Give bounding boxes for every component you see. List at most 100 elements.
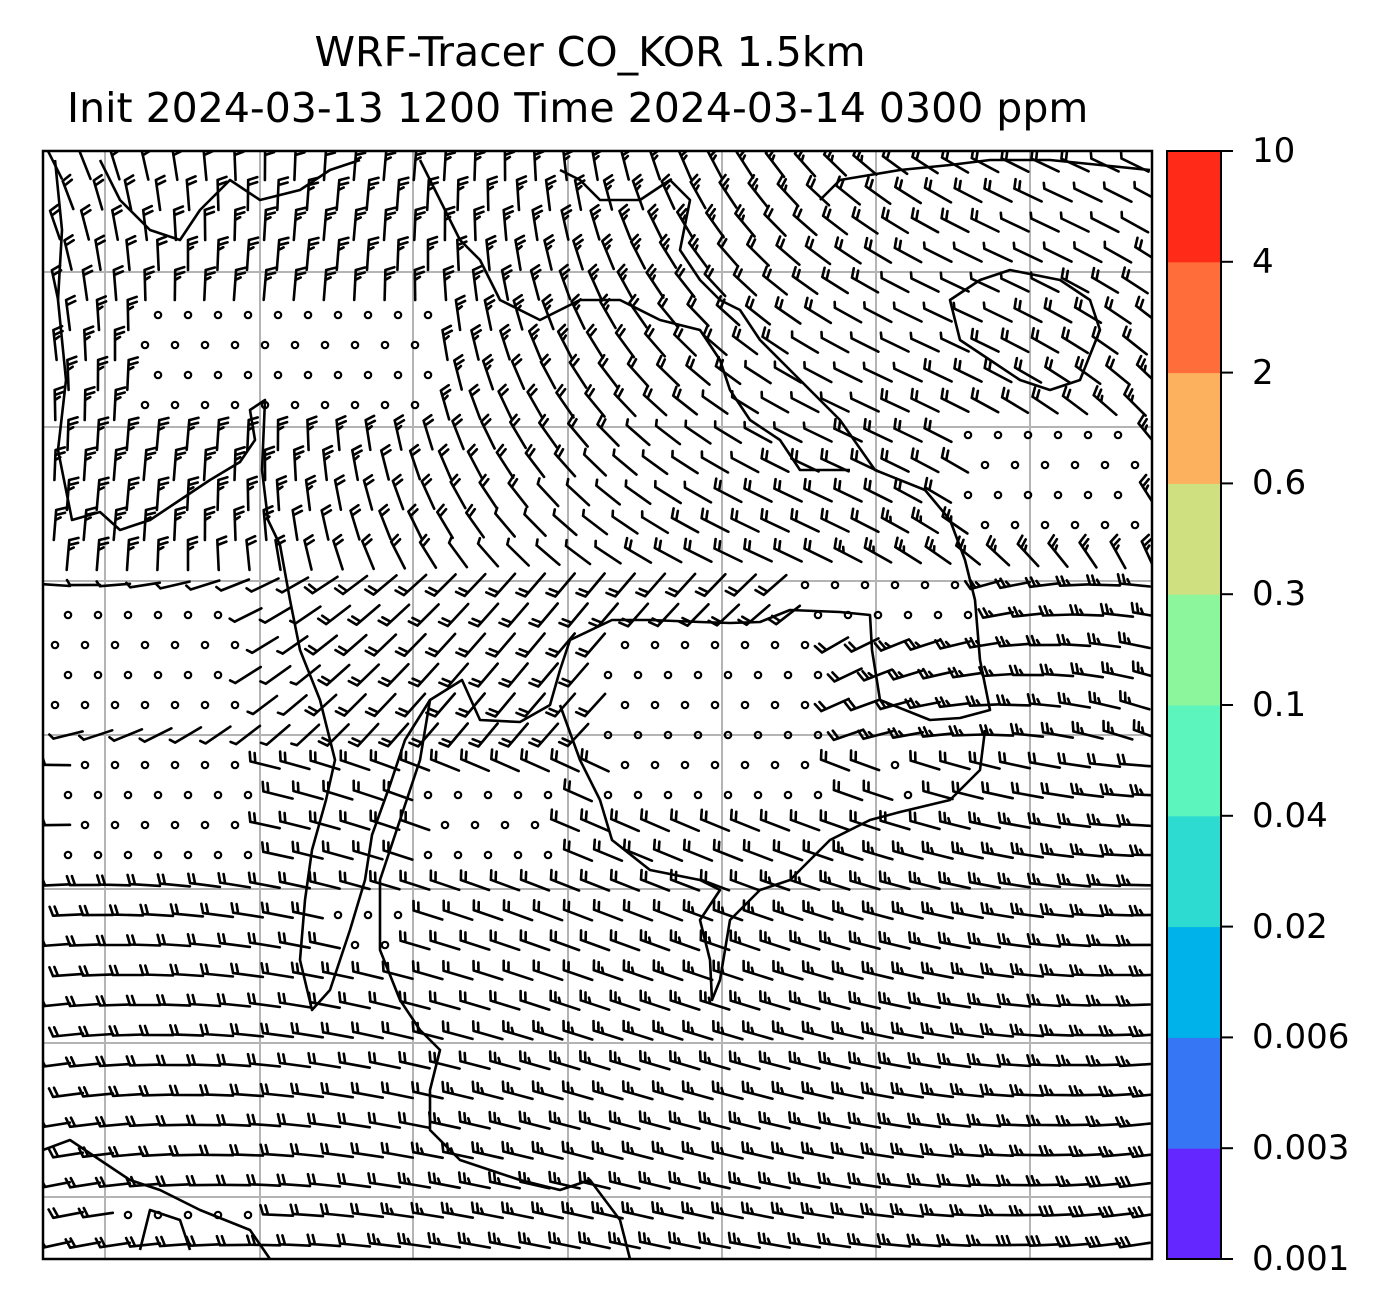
wind-barb: [683, 537, 713, 563]
wind-barb: [934, 638, 971, 650]
wind-barb: [941, 506, 969, 535]
wind-barb: [591, 151, 603, 182]
wind-barb: [1115, 874, 1152, 887]
wind-barb: [891, 900, 924, 920]
wind-barb: [185, 1174, 222, 1187]
wind-barb: [1024, 576, 1062, 589]
wind-barb: [651, 1140, 684, 1160]
wind-barb: [817, 1171, 852, 1189]
wind-barb: [558, 263, 572, 301]
wind-barb: [216, 236, 229, 272]
wind-barb: [138, 1085, 175, 1097]
wind-barb: [800, 1201, 835, 1219]
wind-barb: [291, 504, 304, 542]
wind-barb: [562, 151, 574, 182]
wind-barb: [1055, 1054, 1092, 1067]
wind-barb: [849, 870, 881, 891]
wind-barb: [577, 1231, 611, 1250]
wind-barb: [580, 748, 610, 773]
wind-barb: [411, 1020, 444, 1040]
wind-barb: [757, 1171, 791, 1190]
wind-barb: [1000, 151, 1030, 173]
wind-barb: [564, 538, 592, 566]
wind-barb: [397, 1171, 432, 1189]
calm-marker: [63, 850, 73, 860]
wind-barb: [923, 417, 953, 444]
wind-barb: [95, 476, 110, 512]
wind-barb: [539, 353, 557, 390]
calm-marker: [200, 820, 210, 830]
wind-barb: [515, 692, 546, 718]
wind-barb: [747, 174, 769, 209]
calm-marker: [1023, 490, 1033, 500]
wind-barb: [860, 1021, 894, 1040]
wind-barb: [368, 990, 401, 1010]
wind-barb: [1030, 151, 1060, 173]
wind-barb: [1098, 1085, 1135, 1098]
wind-barb: [741, 1080, 774, 1100]
calm-marker: [200, 340, 210, 350]
wind-barb: [306, 415, 318, 452]
wind-barb: [155, 1115, 192, 1127]
wind-barb: [1038, 1084, 1075, 1097]
wind-barb: [903, 639, 941, 651]
wind-barb: [892, 361, 923, 383]
wind-barb: [519, 868, 551, 892]
wind-barb: [674, 264, 696, 299]
wind-barb: [246, 1052, 282, 1068]
wind-barb: [43, 876, 72, 887]
calm-marker: [843, 610, 853, 620]
wind-barb: [246, 694, 279, 716]
wind-barb: [228, 607, 263, 623]
wind-barb: [500, 264, 513, 301]
wind-barb: [528, 722, 560, 748]
wind-barb: [1038, 605, 1075, 617]
wind-barb: [1086, 752, 1122, 768]
wind-barb: [367, 1172, 402, 1189]
wind-barb: [77, 1206, 115, 1219]
wind-barb: [457, 1171, 491, 1190]
wind-barb: [290, 961, 324, 980]
wind-barb: [108, 728, 144, 742]
wind-barb: [320, 1021, 355, 1039]
wind-barb: [441, 1020, 474, 1041]
wind-barb: [1040, 782, 1075, 799]
wind-barb: [454, 294, 467, 332]
wind-barb: [759, 808, 791, 832]
wind-barb: [849, 391, 880, 413]
wind-barb: [743, 537, 773, 563]
wind-barb: [216, 1053, 252, 1068]
wind-barb: [500, 1201, 534, 1220]
wind-barb: [258, 606, 293, 624]
wind-barb: [857, 728, 894, 741]
wind-barb: [92, 173, 105, 211]
calm-marker: [303, 310, 313, 320]
wind-barb: [1029, 211, 1060, 233]
calm-marker: [153, 670, 163, 680]
wind-barb: [293, 151, 306, 182]
wind-barb: [43, 1119, 72, 1129]
coastline-north-east: [418, 159, 850, 472]
wind-barb: [801, 1081, 834, 1100]
calm-marker: [200, 400, 210, 410]
wind-barb: [849, 749, 881, 772]
wind-barb: [772, 959, 804, 981]
wind-barb: [639, 808, 671, 833]
wind-barb: [923, 357, 953, 383]
calm-marker: [93, 610, 103, 620]
wind-barb: [562, 1019, 594, 1041]
wind-barb: [831, 1020, 864, 1040]
wind-barb: [545, 692, 577, 718]
wind-barb: [365, 176, 380, 212]
calm-marker: [123, 790, 133, 800]
wind-barb: [819, 748, 851, 772]
wind-barb: [112, 446, 127, 482]
wind-barb: [920, 961, 954, 980]
calm-marker: [783, 730, 793, 740]
wind-barb: [712, 1019, 744, 1041]
calm-marker: [350, 940, 360, 950]
wind-barb: [198, 1144, 235, 1157]
wind-barb: [1000, 327, 1030, 354]
wind-barb: [851, 206, 879, 235]
wind-barb: [290, 1022, 325, 1039]
